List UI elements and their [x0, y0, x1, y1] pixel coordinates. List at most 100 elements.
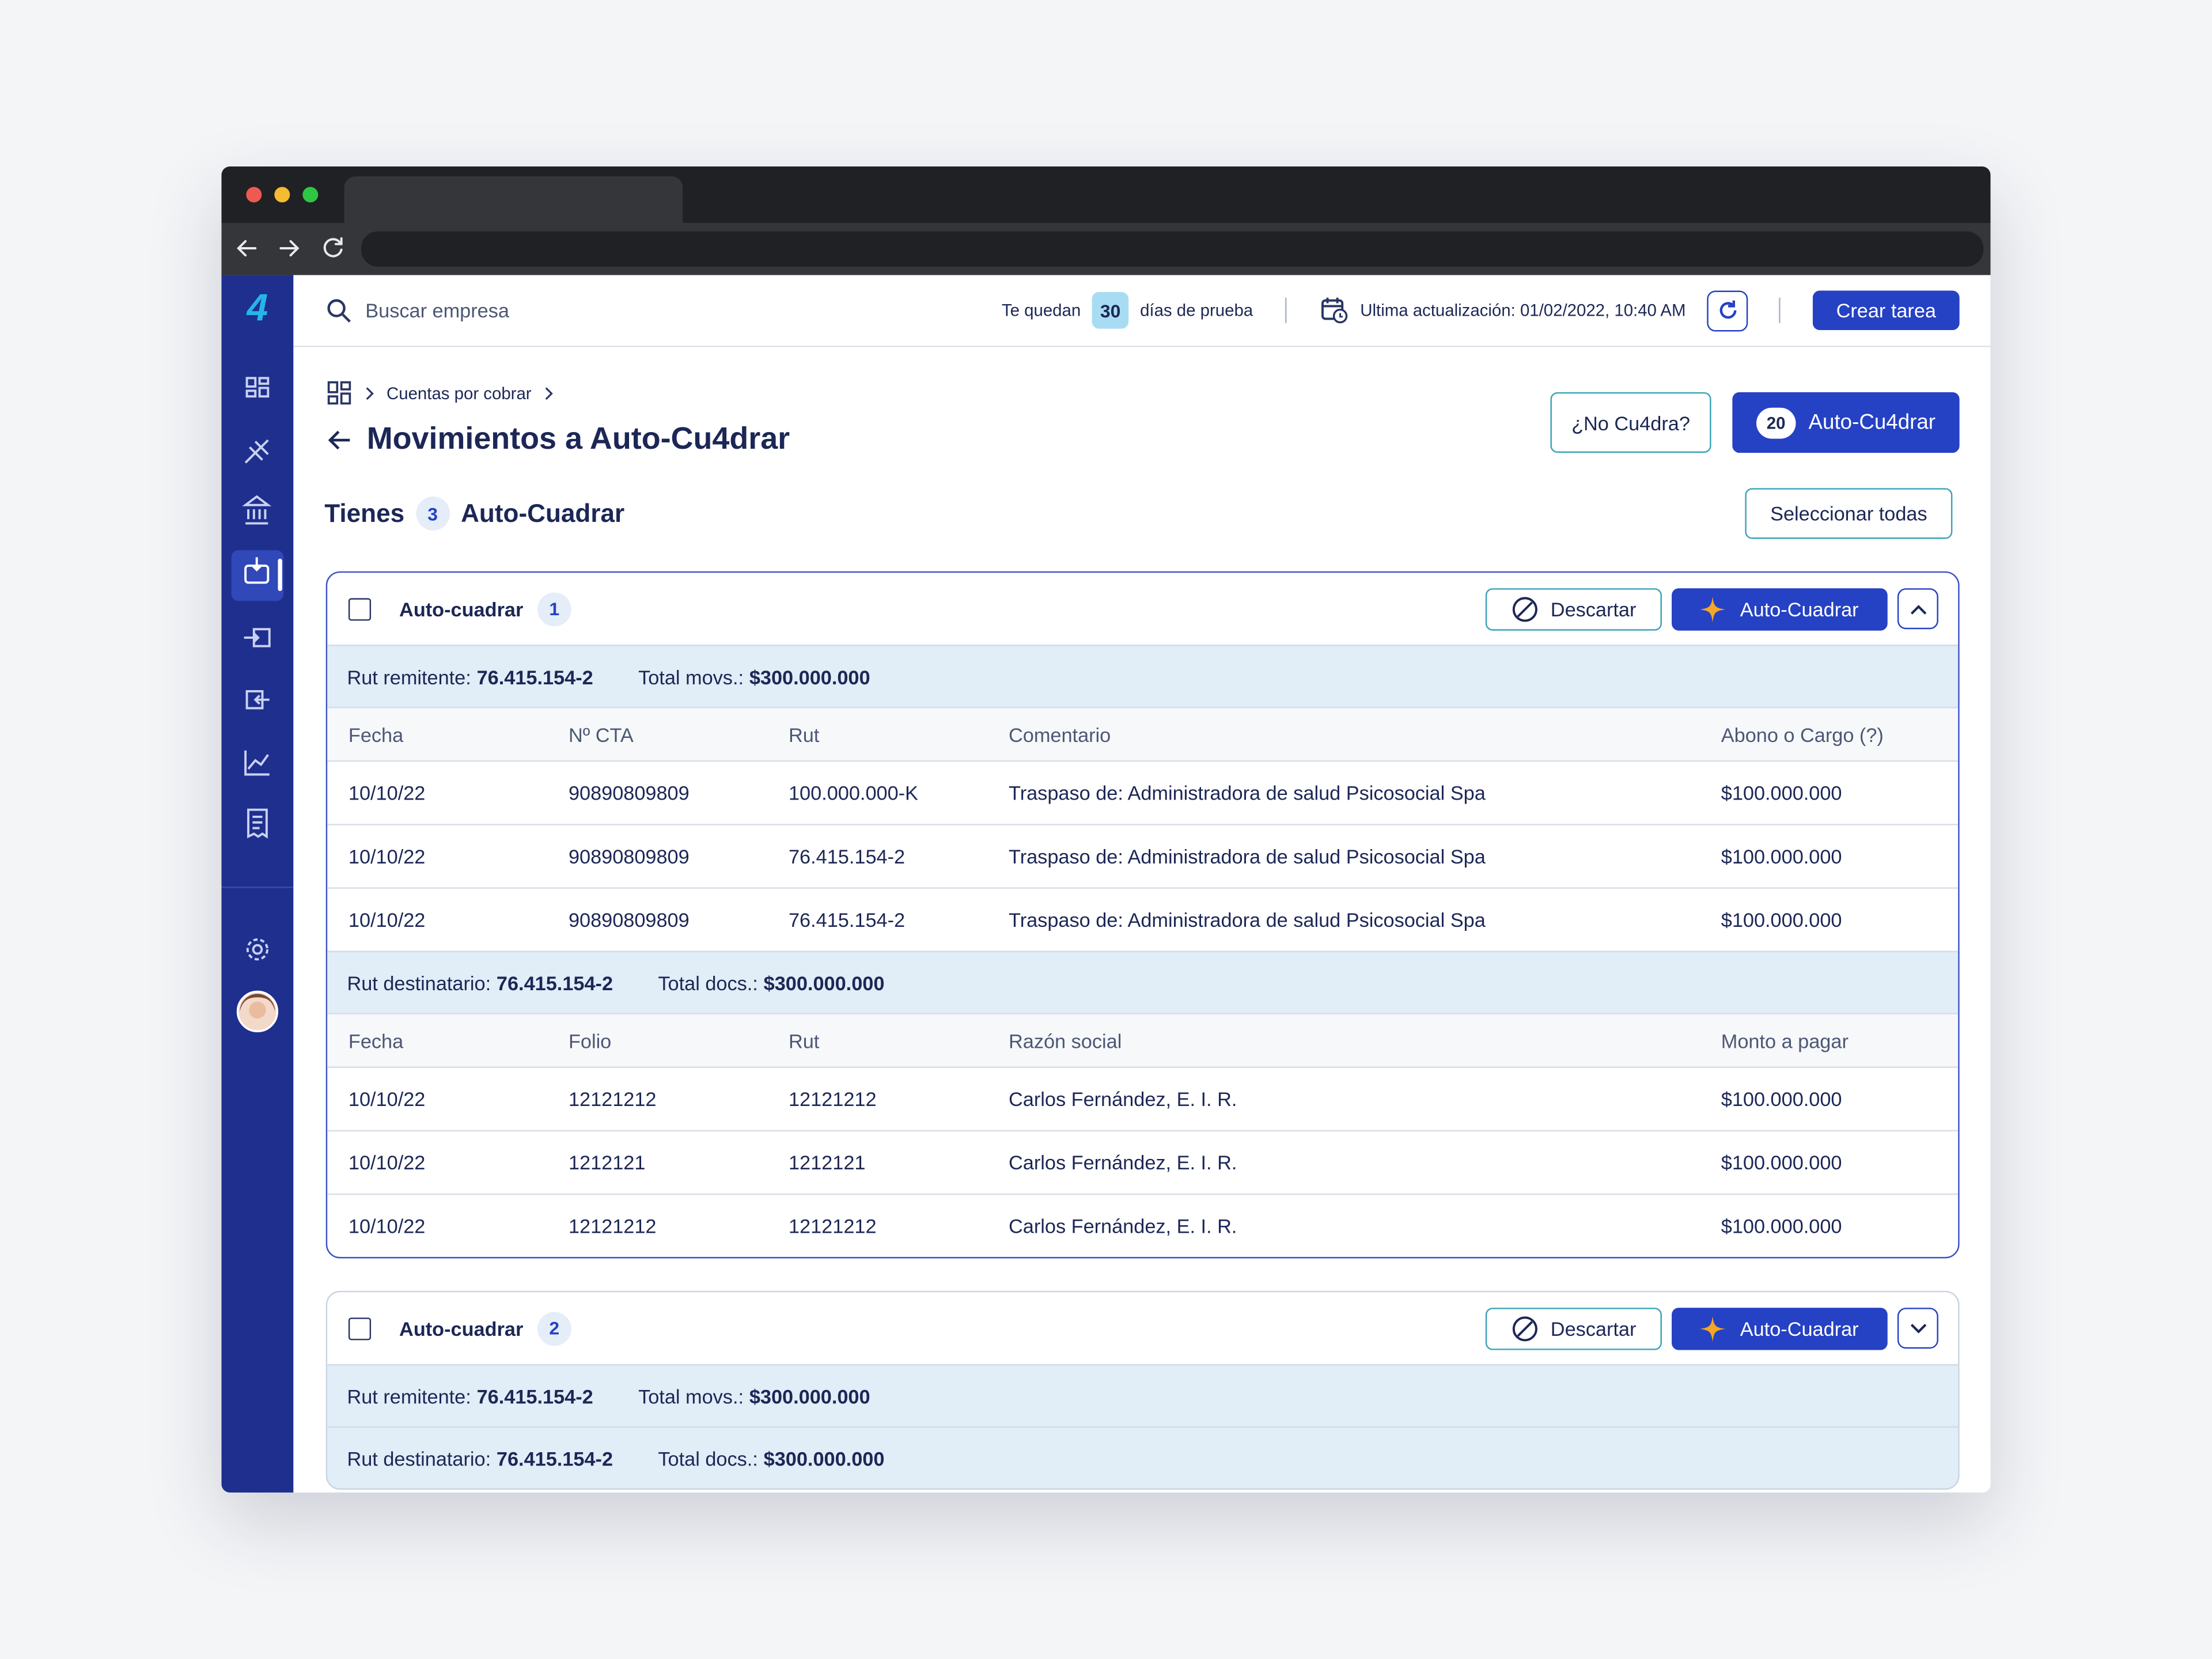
table-cell: 10/10/22 [348, 908, 426, 931]
group-card: Auto-cuadrar 2 Descartar Auto-Cuadrar Rut re… [325, 1290, 1960, 1490]
table-row: 10/10/22 90890809809 76.415.154-2 Traspaso … [327, 824, 1959, 887]
table-cell: 10/10/22 [348, 1088, 426, 1111]
top-bar: Buscar empresa Te quedan 30 días de prue… [293, 275, 1991, 347]
auto-count: 20 [1756, 407, 1796, 438]
sidebar: 4 [221, 275, 294, 1493]
summary-value: 76.415.154-2 [496, 971, 613, 994]
summary-total-value: $300.000.000 [763, 971, 885, 994]
table-cell: 76.415.154-2 [788, 908, 906, 931]
column-header: Comentario [1009, 723, 1111, 746]
table-cell: $100.000.000 [1721, 1214, 1842, 1237]
auto-cuadrar-label: Auto-Cuadrar [1740, 1317, 1859, 1340]
summary-bar: Rut destinatario: 76.415.154-2 Total docs.… [327, 1426, 1959, 1488]
summary-total-label: Total docs.: [658, 1446, 758, 1469]
table-cell: Traspaso de: Administradora de salud Psi… [1009, 844, 1486, 868]
table-cell: 1212121 [568, 1151, 646, 1174]
chrome-graphics [221, 176, 1991, 275]
discard-button[interactable]: Descartar [1485, 588, 1662, 630]
back-arrow[interactable] [327, 427, 353, 453]
discard-button[interactable]: Descartar [1485, 1306, 1662, 1350]
table-cell: $100.000.000 [1721, 908, 1842, 931]
table-cell: Carlos Fernández, E. I. R. [1009, 1088, 1237, 1111]
summary-value: 76.415.154-2 [476, 1384, 593, 1407]
discard-icon [1511, 594, 1539, 623]
discard-icon [1511, 1314, 1539, 1342]
summary-count: 3 [415, 497, 450, 531]
page-title: Movimientos a Auto-Cu4drar [366, 420, 790, 456]
table-cell: $100.000.000 [1721, 1151, 1842, 1174]
auto-cuadrar-button[interactable]: Auto-Cuadrar [1672, 1306, 1888, 1350]
sparkle-icon [1700, 1315, 1726, 1341]
table-header: Fecha Folio Rut Razón social Monto a pagar [327, 1013, 1959, 1067]
separator [1285, 297, 1287, 323]
summary-total-label: Total docs.: [658, 971, 758, 994]
table-cell: 12121212 [568, 1088, 657, 1111]
summary-bar: Rut destinatario: 76.415.154-2 Total docs.… [327, 950, 1959, 1013]
checkbox[interactable] [348, 597, 372, 620]
table-row: 10/10/22 12121212 12121212 Carlos Fernández… [327, 1066, 1959, 1130]
table-cell: Carlos Fernández, E. I. R. [1009, 1151, 1237, 1174]
search-icon [327, 299, 351, 323]
create-task-button[interactable]: Crear tarea [1812, 290, 1960, 331]
toggle-button[interactable] [1897, 1308, 1938, 1349]
summary-label: Rut destinatario: [347, 1446, 491, 1469]
column-header: Razón social [1009, 1029, 1122, 1052]
auto-cuadrar-label: Auto-Cuadrar [1740, 597, 1859, 620]
auto-cuadrar-all-button[interactable]: 20 Auto-Cu4drar [1732, 392, 1960, 453]
table-cell: 12121212 [788, 1214, 877, 1237]
calendar-icon [1321, 297, 1348, 324]
summary-total-value: $300.000.000 [763, 1446, 885, 1469]
group-card: Auto-cuadrar 1 Descartar Auto-Cuadrar Rut re… [325, 571, 1960, 1259]
column-header: Abono o Cargo (?) [1721, 723, 1884, 746]
auto-cuadrar-button[interactable]: Auto-Cuadrar [1672, 588, 1888, 630]
home-icon[interactable] [327, 381, 353, 406]
crumb[interactable]: Cuentas por cobrar [387, 384, 532, 404]
refresh-icon [1719, 300, 1736, 319]
no-cuadra-button[interactable]: ¿No Cu4dra? [1550, 392, 1711, 453]
group-label: Auto-cuadrar [399, 1317, 524, 1340]
table-cell: 90890809809 [568, 844, 690, 868]
summary: Tienes 3 Auto-Cuadrar [324, 497, 624, 531]
auto-button-label: Auto-Cu4drar [1808, 410, 1936, 435]
table-cell: 10/10/22 [348, 844, 426, 868]
discard-label: Descartar [1550, 1317, 1637, 1340]
summary-value: 76.415.154-2 [476, 665, 593, 688]
group-list: Auto-cuadrar 1 Descartar Auto-Cuadrar Rut re… [325, 571, 1960, 1493]
summary-total-value: $300.000.000 [749, 1384, 870, 1407]
group-header: Auto-cuadrar 2 Descartar Auto-Cuadrar [327, 1292, 1958, 1364]
summary-total-value: $300.000.000 [749, 665, 870, 688]
table-cell: 12121212 [568, 1214, 657, 1237]
table-row: 10/10/22 90890809809 76.415.154-2 Traspaso … [327, 887, 1959, 950]
summary-bar: Rut remitente: 76.415.154-2 Total movs.: $3… [327, 645, 1959, 707]
discard-label: Descartar [1550, 597, 1637, 620]
refresh-button[interactable] [1707, 290, 1748, 331]
table-cell: 90890809809 [568, 781, 690, 804]
group-number: 2 [537, 1311, 571, 1346]
summary-suffix: Auto-Cuadrar [461, 498, 625, 527]
summary-value: 76.415.154-2 [496, 1446, 613, 1469]
group-number: 1 [537, 592, 571, 626]
select-all-button[interactable]: Seleccionar todas [1745, 488, 1953, 539]
crumb-separator [364, 387, 376, 400]
column-header: Monto a pagar [1721, 1029, 1849, 1052]
trial-days: 30 [1092, 291, 1129, 329]
summary-label: Rut destinatario: [347, 971, 491, 994]
table-row: 10/10/22 12121212 12121212 Carlos Fernández… [327, 1193, 1959, 1257]
table-cell: 10/10/22 [348, 781, 426, 804]
search-input[interactable]: Buscar empresa [365, 299, 509, 322]
checkbox[interactable] [348, 1317, 372, 1340]
separator [1779, 297, 1781, 323]
summary-label: Rut remitente: [347, 1384, 471, 1407]
main-content: Buscar empresa Te quedan 30 días de prue… [293, 275, 1991, 1493]
toggle-button[interactable] [1897, 588, 1938, 630]
summary-prefix: Tienes [324, 498, 405, 527]
summary-bar: Rut remitente: 76.415.154-2 Total movs.: $3… [327, 1364, 1959, 1426]
table-cell: 100.000.000-K [788, 781, 918, 804]
trial-suffix: días de prueba [1140, 300, 1253, 320]
logo[interactable]: 4 [247, 286, 268, 329]
table-cell: 10/10/22 [348, 1151, 426, 1174]
table-cell: 12121212 [788, 1088, 877, 1111]
summary-total-label: Total movs.: [638, 665, 744, 688]
